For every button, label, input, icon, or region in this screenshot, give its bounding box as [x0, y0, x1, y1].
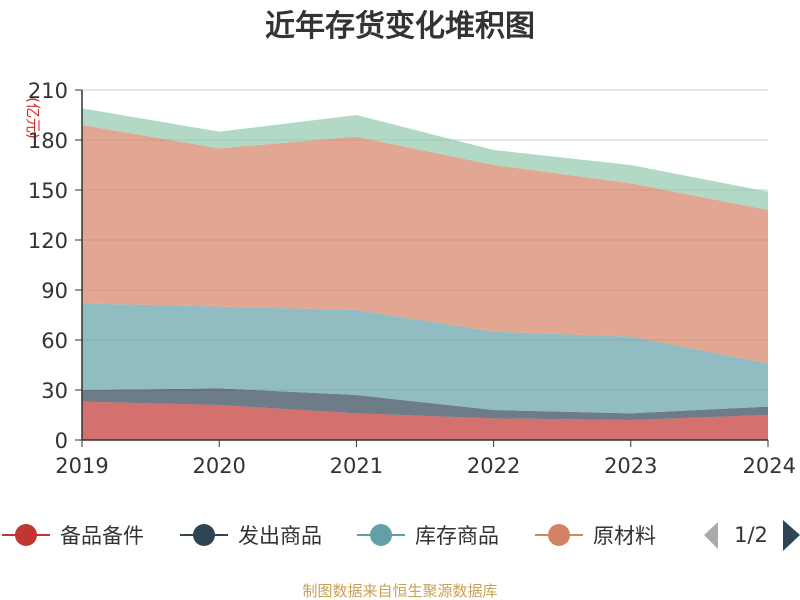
legend-marker: [15, 524, 37, 546]
y-tick-label: 60: [41, 329, 68, 353]
area-series-1: [82, 388, 768, 420]
legend-label: 发出商品: [238, 524, 322, 548]
axes: [81, 90, 768, 441]
legend-prev-icon[interactable]: [704, 522, 718, 549]
legend-label: 原材料: [593, 524, 656, 548]
legend-page-label: 1/2: [734, 523, 768, 547]
x-tick-label: 2023: [604, 454, 657, 478]
data-source-note: 制图数据来自恒生聚源数据库: [302, 582, 497, 600]
y-tick-label: 90: [41, 279, 68, 303]
x-tick-label: 2019: [55, 454, 108, 478]
legend-marker: [548, 524, 570, 546]
y-tick-label: 180: [28, 129, 68, 153]
legend-pager: 1/2: [704, 520, 800, 551]
y-tick-label: 120: [28, 229, 68, 253]
x-tick-label: 2020: [192, 454, 245, 478]
x-tick-label: 2021: [330, 454, 383, 478]
area-series: [82, 108, 768, 440]
legend: 备品备件 发出商品 库存商品 原材料: [2, 524, 656, 548]
area-series-2: [82, 303, 768, 414]
legend-marker: [193, 524, 215, 546]
y-tick-label: 0: [55, 429, 68, 453]
chart-title: 近年存货变化堆积图: [265, 9, 535, 44]
x-tick-label: 2024: [743, 454, 796, 478]
y-axis-unit: (亿元): [24, 97, 42, 139]
legend-label: 备品备件: [60, 524, 144, 548]
x-tick-labels: 2019 2020 2021 2022 2023 2024: [55, 440, 796, 478]
area-series-3: [82, 125, 768, 364]
y-tick-labels: 0 30 60 90 120 150 180 210: [28, 79, 82, 453]
y-tick-label: 150: [28, 179, 68, 203]
y-tick-label: 30: [41, 379, 68, 403]
legend-marker: [370, 524, 392, 546]
legend-next-icon[interactable]: [783, 520, 800, 551]
area-series-4: [82, 108, 768, 210]
y-tick-label: 210: [28, 79, 68, 103]
area-series-0: [82, 401, 768, 440]
legend-label: 库存商品: [415, 524, 499, 548]
x-tick-label: 2022: [467, 454, 520, 478]
